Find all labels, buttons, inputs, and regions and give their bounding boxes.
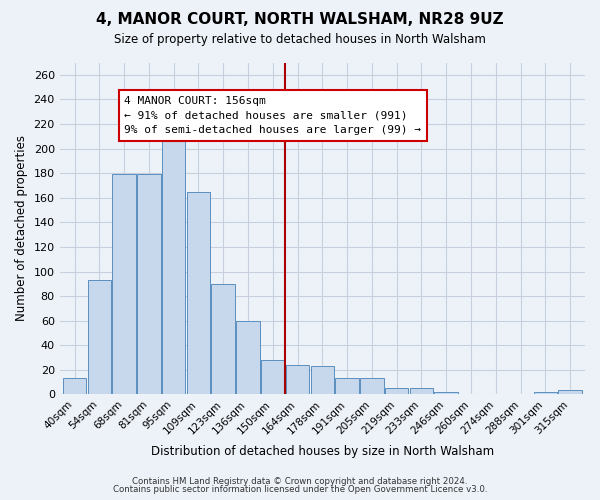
Bar xyxy=(410,388,433,394)
Bar xyxy=(434,392,458,394)
Bar xyxy=(311,366,334,394)
Text: 4 MANOR COURT: 156sqm
← 91% of detached houses are smaller (991)
9% of semi-deta: 4 MANOR COURT: 156sqm ← 91% of detached … xyxy=(124,96,421,136)
Bar xyxy=(286,365,310,394)
Text: Contains public sector information licensed under the Open Government Licence v3: Contains public sector information licen… xyxy=(113,485,487,494)
Y-axis label: Number of detached properties: Number of detached properties xyxy=(15,136,28,322)
Text: Size of property relative to detached houses in North Walsham: Size of property relative to detached ho… xyxy=(114,32,486,46)
Bar xyxy=(236,320,260,394)
Bar xyxy=(112,174,136,394)
Bar xyxy=(360,378,383,394)
Text: Contains HM Land Registry data © Crown copyright and database right 2024.: Contains HM Land Registry data © Crown c… xyxy=(132,477,468,486)
Bar xyxy=(559,390,582,394)
Text: 4, MANOR COURT, NORTH WALSHAM, NR28 9UZ: 4, MANOR COURT, NORTH WALSHAM, NR28 9UZ xyxy=(96,12,504,28)
Bar xyxy=(533,392,557,394)
Bar xyxy=(187,192,210,394)
Bar xyxy=(63,378,86,394)
Bar xyxy=(137,174,161,394)
Bar xyxy=(211,284,235,395)
Bar xyxy=(335,378,359,394)
Bar xyxy=(261,360,284,394)
Bar xyxy=(162,136,185,394)
Bar xyxy=(385,388,409,394)
Bar xyxy=(88,280,111,394)
X-axis label: Distribution of detached houses by size in North Walsham: Distribution of detached houses by size … xyxy=(151,444,494,458)
